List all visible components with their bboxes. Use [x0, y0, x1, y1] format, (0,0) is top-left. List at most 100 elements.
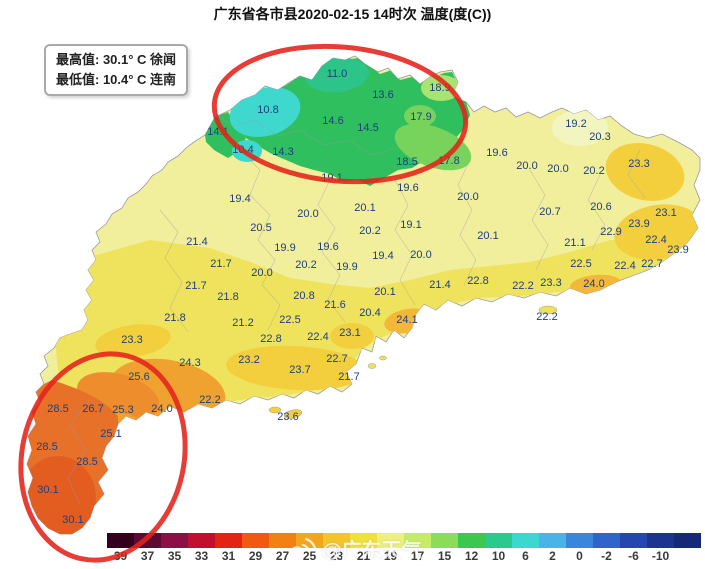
zone-pale-northeast: [552, 110, 608, 146]
station-temp-label: 26.7: [82, 403, 104, 415]
station-temp-label: 28.5: [36, 441, 58, 453]
station-temp-label: 14.1: [207, 126, 229, 138]
station-temp-label: 20.2: [359, 225, 381, 237]
island-east: [538, 305, 558, 315]
station-temp-label: 21.8: [217, 291, 239, 303]
station-temp-label: 24.0: [151, 403, 173, 415]
colorbar-tick-label: 0: [576, 549, 583, 563]
colorbar-tick-label: 21: [356, 549, 371, 563]
station-temp-label: 23.7: [289, 364, 311, 376]
station-temp-label: 21.1: [564, 237, 586, 249]
station-temp-label: 22.2: [512, 280, 534, 292]
zone-south-warm: [55, 240, 690, 416]
colorbar-tick-label: 19: [383, 549, 398, 563]
colorbar-cell: [242, 533, 269, 548]
zone-delta-gold: [330, 323, 374, 349]
station-temp-label: 22.9: [600, 226, 622, 238]
max-value-label: 最高值: 30.1° C 徐闻: [56, 52, 177, 67]
station-temp-label: 20.5: [250, 222, 272, 234]
station-temp-label: 22.2: [199, 394, 221, 406]
station-temp-label: 20.2: [295, 259, 317, 271]
station-temp-label: 10.8: [257, 104, 279, 116]
station-temp-label: 22.8: [260, 333, 282, 345]
station-temp-label: 21.7: [338, 371, 360, 383]
station-temp-label: 10.4: [232, 144, 254, 156]
station-temp-label: 14.6: [322, 115, 344, 127]
station-temp-label: 19.9: [274, 242, 296, 254]
station-temp-label: 20.1: [354, 202, 376, 214]
colorbar-tick-label: 33: [194, 549, 209, 563]
station-temp-label: 21.4: [186, 236, 208, 248]
zone-west-gold: [95, 324, 171, 358]
colorbar-cell: [539, 533, 566, 548]
station-temp-label: 13.6: [372, 89, 394, 101]
colorbar-tick-label: 15: [437, 549, 452, 563]
station-temp-label: 20.7: [539, 206, 561, 218]
colorbar-tick-label: 17: [410, 549, 425, 563]
colorbar-tick-label: 23: [329, 549, 344, 563]
colorbar-tick-label: -10: [651, 549, 670, 563]
station-temp-label: 19.6: [486, 147, 508, 159]
station-temp-label: 20.1: [374, 286, 396, 298]
station-temp-label: 20.0: [410, 249, 432, 261]
station-temp-label: 19.4: [229, 193, 251, 205]
station-temp-label: 22.8: [467, 275, 489, 287]
colorbar-cell: [485, 533, 512, 548]
colorbar-cell: [458, 533, 485, 548]
station-temp-label: 21.7: [185, 280, 207, 292]
colorbar-cell: [593, 533, 620, 548]
station-temp-label: 21.2: [232, 317, 254, 329]
station-temp-label: 23.3: [540, 277, 562, 289]
island-estuary-1: [367, 363, 377, 369]
station-temp-label: 21.8: [164, 312, 186, 324]
minmax-legend-box: 最高值: 30.1° C 徐闻 最低值: 10.4° C 连南: [44, 44, 189, 96]
station-temp-label: 19.1: [400, 219, 422, 231]
station-temp-label: 20.2: [583, 165, 605, 177]
station-temp-label: 19.2: [565, 118, 587, 130]
colorbar-tick-label: 27: [275, 549, 290, 563]
station-temp-label: 23.3: [121, 334, 143, 346]
station-temp-label: 19.6: [397, 182, 419, 194]
min-value-label: 最低值: 10.4° C 连南: [56, 72, 177, 87]
colorbar-cell: [134, 533, 161, 548]
station-temp-label: 20.6: [590, 201, 612, 213]
colorbar-tick-label: -6: [628, 549, 639, 563]
station-temp-label: 19.1: [321, 172, 343, 184]
colorbar-cell: [269, 533, 296, 548]
station-temp-label: 24.0: [583, 278, 605, 290]
station-temp-label: 23.3: [628, 158, 650, 170]
station-temp-label: 24.1: [396, 314, 418, 326]
station-temp-label: 22.5: [570, 258, 592, 270]
colorbar-cell: [620, 533, 647, 548]
station-temp-label: 19.4: [372, 250, 394, 262]
station-temp-label: 21.4: [429, 279, 451, 291]
station-temp-label: 20.4: [359, 307, 381, 319]
station-temp-label: 23.1: [339, 327, 361, 339]
station-temp-label: 22.4: [614, 260, 636, 272]
colorbar-cell: [350, 533, 377, 548]
island-southcenter-2: [283, 409, 303, 419]
station-temp-label: 22.2: [536, 311, 558, 323]
colorbar-cell: [647, 533, 674, 548]
colorbar-tick-label: -2: [601, 549, 612, 563]
station-temp-label: 14.5: [357, 122, 379, 134]
station-temp-label: 23.2: [238, 354, 260, 366]
colorbar-tick-label: 2: [549, 549, 556, 563]
station-temp-label: 25.1: [100, 428, 122, 440]
zone-southcenter-gold: [226, 345, 366, 391]
station-temp-label: 22.7: [326, 353, 348, 365]
station-temp-label: 20.1: [477, 230, 499, 242]
station-temp-label: 22.4: [307, 331, 329, 343]
station-temp-label: 14.3: [272, 146, 294, 158]
colorbar-cell: [161, 533, 188, 548]
colorbar-cells: [107, 533, 701, 548]
station-temp-label: 17.9: [410, 111, 432, 123]
station-temp-label: 20.3: [589, 131, 611, 143]
station-temp-label: 17.8: [438, 155, 460, 167]
station-temp-label: 22.5: [279, 314, 301, 326]
station-temp-label: 25.3: [112, 404, 134, 416]
colorbar-cell: [512, 533, 539, 548]
colorbar-cell: [674, 533, 701, 548]
colorbar-cell: [296, 533, 323, 548]
